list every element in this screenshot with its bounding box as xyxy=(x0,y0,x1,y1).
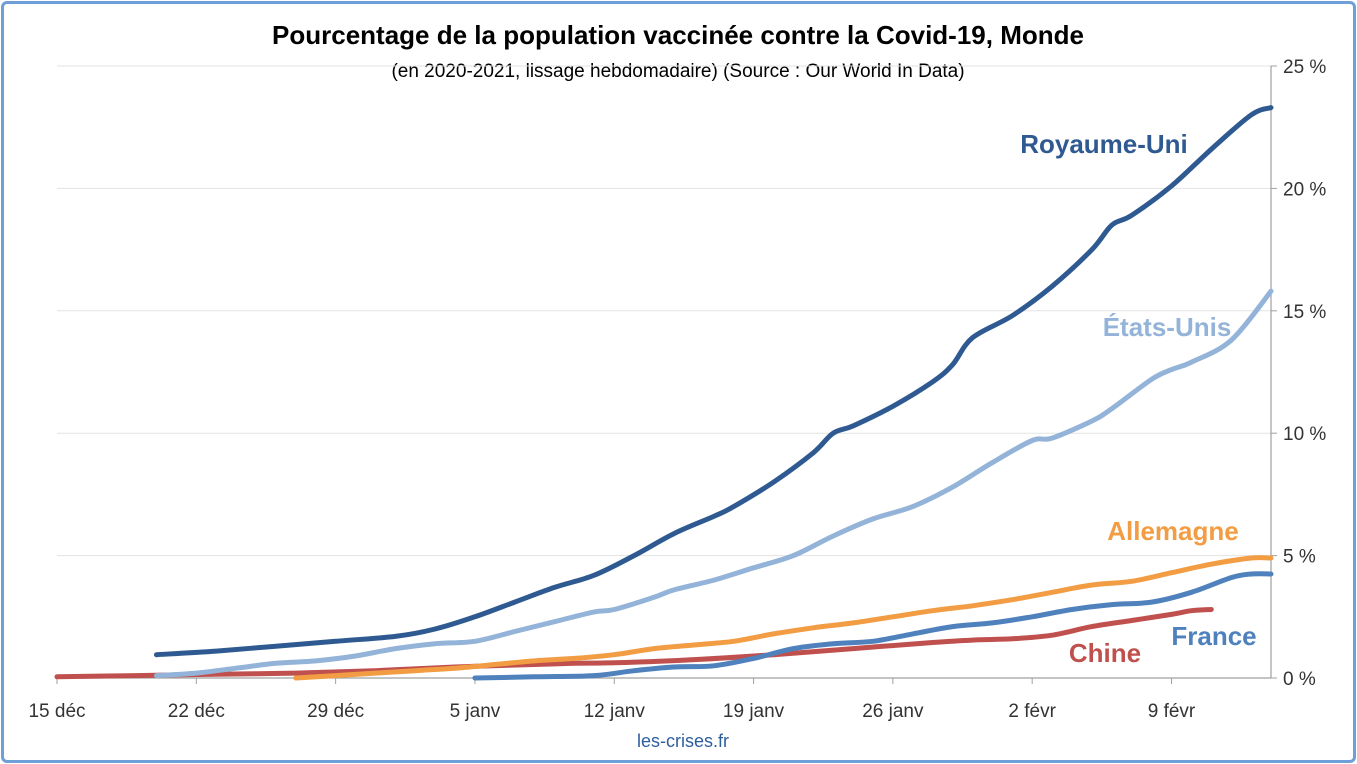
series-line-france xyxy=(472,571,1274,681)
x-tick-label: 22 déc xyxy=(168,701,225,722)
chart-title: Pourcentage de la population vaccinée co… xyxy=(272,20,1084,50)
x-tick-label: 12 janv xyxy=(584,701,646,722)
series-label-chine: Chine xyxy=(1069,638,1141,668)
x-tick-label: 26 janv xyxy=(862,701,924,722)
series-line-etats-unis xyxy=(154,288,1274,679)
series-label-france: France xyxy=(1171,621,1256,651)
y-tick-label: 10 % xyxy=(1283,424,1326,445)
source-note: les-crises.fr xyxy=(637,731,729,751)
chart-subtitle: (en 2020-2021, lissage hebdomadaire) (So… xyxy=(391,61,964,82)
y-tick-label: 20 % xyxy=(1283,179,1326,200)
y-tick-label: 15 % xyxy=(1283,302,1326,323)
series-labels: Royaume-Uni États-Unis Allemagne France Chin… xyxy=(1020,129,1256,668)
x-tick-label: 19 janv xyxy=(723,701,785,722)
series-label-allemagne: Allemagne xyxy=(1107,516,1239,546)
series-lines xyxy=(54,105,1274,681)
series-label-royaume-uni: Royaume-Uni xyxy=(1020,129,1188,159)
series-label-etats-unis: États-Unis xyxy=(1103,312,1232,342)
x-tick-label: 9 févr xyxy=(1148,701,1196,722)
x-tick-label: 5 janv xyxy=(450,701,501,722)
x-tick-label: 2 févr xyxy=(1008,701,1056,722)
series-line-allemagne xyxy=(293,555,1274,681)
x-tick-label: 29 déc xyxy=(307,701,364,722)
y-tick-label: 25 % xyxy=(1283,57,1326,78)
axes: 0 % 5 % 10 % 15 % 20 % 25 % 15 déc 22 déc 29 déc… xyxy=(28,57,1326,722)
y-tick-label: 5 % xyxy=(1283,547,1316,568)
series-line-royaume-uni xyxy=(154,105,1274,658)
y-tick-label: 0 % xyxy=(1283,669,1316,690)
x-tick-label: 15 déc xyxy=(28,701,85,722)
